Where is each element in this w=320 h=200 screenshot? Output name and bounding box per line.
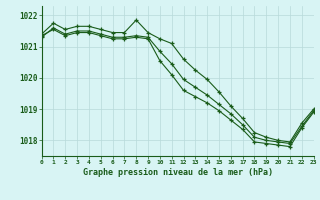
X-axis label: Graphe pression niveau de la mer (hPa): Graphe pression niveau de la mer (hPa): [83, 168, 273, 177]
